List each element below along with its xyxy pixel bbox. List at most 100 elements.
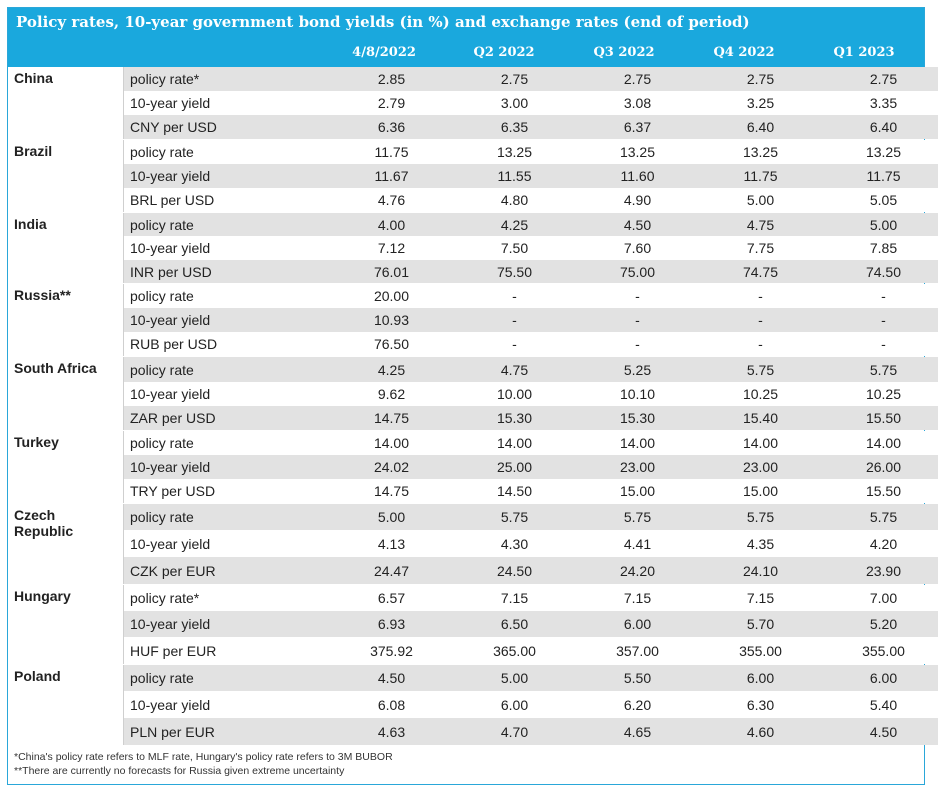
table-row: RUB per USD 76.50 - - - - [124,332,938,356]
value-cell: 4.75 [500,361,529,378]
value-cell: 5.00 [869,216,898,233]
value-cell: 4.70 [500,723,529,740]
value-cell: 6.00 [500,696,529,713]
value-cell: - [758,288,763,304]
value-cell: 24.47 [373,562,410,579]
value-cell: 9.62 [377,386,406,402]
column-header: Q3 2022 [593,44,655,60]
value-cell: 4.63 [377,723,406,740]
table-row: policy rate 14.00 14.00 14.00 14.00 14.00 [124,431,938,455]
value-cell: 2.75 [746,71,775,87]
value-cell: 11.55 [497,168,532,184]
value-cell: 2.79 [377,95,406,111]
value-cell: 4.50 [869,723,898,740]
value-cell: 2.85 [377,71,406,87]
column-header: Q1 2023 [833,44,895,60]
table-row: policy rate 4.00 4.25 4.50 4.75 5.00 [124,213,938,236]
value-cell: 5.75 [500,509,529,525]
row-label: policy rate* [130,590,200,606]
value-cell: 4.20 [869,535,898,552]
column-header: Q2 2022 [473,44,535,60]
value-cell: 7.75 [746,240,775,256]
country-group: Brazil policy rate 11.75 13.25 13.25 13.25 13.… [8,140,938,213]
table-title: Policy rates, 10-year government bond yi… [8,8,924,37]
value-cell: 13.25 [619,144,656,160]
table-row: policy rate 4.25 4.75 5.25 5.75 5.75 [124,357,938,382]
value-cell: 6.50 [500,616,529,632]
value-cell: 14.75 [373,483,410,499]
rates-table-panel: Policy rates, 10-year government bond yi… [7,7,938,785]
country-group: China policy rate* 2.85 2.75 2.75 2.75 2.75 10-… [8,67,938,140]
row-label: HUF per EUR [130,642,217,659]
country-name: Brazil [8,140,124,212]
value-cell: 6.36 [377,119,406,135]
country-name: South Africa [8,357,124,430]
table-row: 10-year yield 6.08 6.00 6.20 6.30 5.40 [124,691,938,718]
value-cell: 14.00 [373,435,410,451]
value-cell: 7.15 [623,590,652,606]
value-cell: 4.80 [500,192,529,208]
value-cell: 6.37 [623,119,652,135]
table-row: 10-year yield 4.13 4.30 4.41 4.35 4.20 [124,530,938,557]
row-label: 10-year yield [130,696,211,713]
table-row: 10-year yield 10.93 - - - - [124,308,938,332]
value-cell: - [512,312,517,328]
value-cell: 6.40 [869,119,898,135]
value-cell: 7.15 [500,590,529,606]
value-cell: 14.00 [619,435,656,451]
table-row: 10-year yield 24.02 25.00 23.00 23.00 26.00 [124,455,938,479]
table-row: policy rate 11.75 13.25 13.25 13.25 13.25 [124,140,938,164]
value-cell: 14.00 [742,435,779,451]
value-cell: 5.75 [623,509,652,525]
value-cell: 4.50 [377,670,406,686]
value-cell: 4.41 [623,535,652,552]
value-cell: 24.20 [619,562,656,579]
value-cell: - [758,336,763,352]
value-cell: 6.00 [623,616,652,632]
value-cell: 15.00 [742,483,779,499]
value-cell: 6.30 [746,696,775,713]
value-cell: 6.00 [869,670,898,686]
table-row: policy rate 4.50 5.00 5.50 6.00 6.00 [124,665,938,691]
value-cell: 4.13 [377,535,406,552]
value-cell: 355.00 [862,642,905,659]
value-cell: 15.40 [742,410,779,426]
table-row: INR per USD 76.01 75.50 75.00 74.75 74.50 [124,260,938,283]
value-cell: 5.20 [869,616,898,632]
value-cell: 2.75 [500,71,529,87]
value-cell: 4.90 [623,192,652,208]
value-cell: 10.93 [373,312,410,328]
value-cell: 4.30 [500,535,529,552]
value-cell: 5.00 [500,670,529,686]
value-cell: 4.60 [746,723,775,740]
value-cell: 6.93 [377,616,406,632]
row-label: 10-year yield [130,168,211,184]
country-name: India [8,213,124,283]
value-cell: 11.75 [866,168,901,184]
table-row: 10-year yield 11.67 11.55 11.60 11.75 11.75 [124,164,938,188]
value-cell: 4.65 [623,723,652,740]
value-cell: - [512,288,517,304]
row-label: CZK per EUR [130,562,216,579]
value-cell: 75.50 [496,263,533,280]
footnote: **There are currently no forecasts for R… [14,765,345,777]
value-cell: 10.25 [742,386,779,402]
value-cell: - [881,288,886,304]
value-cell: 20.00 [373,288,410,304]
value-cell: 15.30 [619,410,656,426]
value-cell: 14.50 [496,483,533,499]
value-cell: 7.00 [869,590,898,606]
value-cell: 13.25 [742,144,779,160]
row-label: policy rate [130,509,194,525]
value-cell: 10.25 [865,386,902,402]
country-group: Hungary policy rate* 6.57 7.15 7.15 7.15 7.00 1… [8,585,938,665]
value-cell: 3.35 [869,95,898,111]
table-row: policy rate 20.00 - - - - [124,284,938,308]
table-row: CNY per USD 6.36 6.35 6.37 6.40 6.40 [124,115,938,139]
row-label: 10-year yield [130,616,211,632]
value-cell: 4.35 [746,535,775,552]
value-cell: 11.75 [743,168,778,184]
value-cell: 5.00 [746,192,775,208]
row-label: policy rate [130,361,194,378]
value-cell: 24.10 [742,562,779,579]
